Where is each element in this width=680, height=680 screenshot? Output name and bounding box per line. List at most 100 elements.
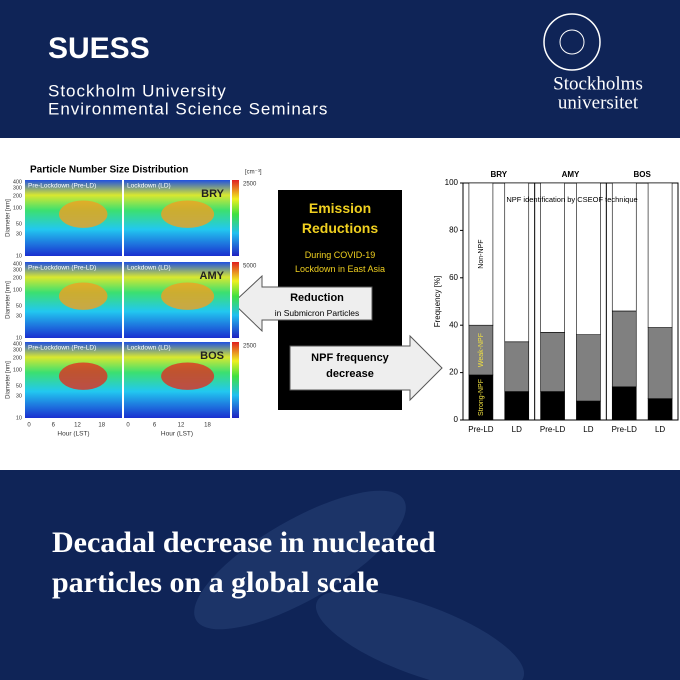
diameter-tick: 400 [13, 179, 22, 185]
center-title: Emission Reductions [301, 200, 379, 236]
diameter-tick: 50 [16, 303, 22, 309]
colorbar [232, 262, 239, 338]
title: SUESS [48, 32, 150, 65]
hour-tick: 6 [153, 423, 157, 429]
annotation: NPF identification by CSEOF technique [506, 195, 637, 204]
group-label: AMY [562, 170, 580, 179]
hour-tick: 6 [52, 423, 56, 429]
panel-label: Pre-Lockdown (Pre-LD) [28, 345, 96, 352]
y-tick-label: 20 [449, 368, 458, 377]
heatmap-blob [161, 282, 215, 310]
panel-label: Lockdown (LD) [127, 345, 171, 352]
bar-segment [647, 398, 673, 421]
diameter-tick: 200 [13, 355, 22, 361]
diameter-tick: 10 [16, 415, 22, 421]
left-arrow-subtitle: in Submicron Particles [274, 308, 360, 318]
bar-segment [540, 332, 565, 392]
diameter-tick: 50 [16, 221, 22, 227]
logo-text: Stockholms [553, 73, 643, 94]
group-label: BOS [633, 170, 651, 179]
right-arrow-text: NPF frequency decrease [311, 352, 389, 380]
diameter-label: Diameter [nm] [6, 199, 12, 237]
plot-frame [462, 182, 679, 421]
hour-tick: 12 [178, 423, 185, 429]
hour-tick: 0 [126, 423, 130, 429]
diameter-tick: 100 [13, 287, 22, 293]
site-label: BRY [201, 188, 224, 200]
heatmap-blob [58, 362, 108, 390]
diameter-tick: 300 [13, 347, 22, 353]
x-tick-label: Pre-LD [540, 425, 566, 434]
site-label: AMY [200, 270, 225, 282]
heatmap-blob [58, 200, 108, 228]
bar-segment [468, 182, 494, 326]
y-tick-label: 100 [445, 178, 459, 187]
y-axis-label: Frequency [%] [433, 276, 442, 328]
diameter-tick: 300 [13, 267, 22, 273]
right-arrow [289, 334, 443, 402]
panel-label: Lockdown (LD) [127, 183, 171, 190]
headline: Decadal decrease in nucleated [52, 526, 436, 559]
bar-segment [611, 386, 637, 421]
colorbar-label: 2500 [243, 182, 257, 188]
bar-segment [647, 182, 673, 328]
figure-title: Particle Number Size Distribution [30, 165, 188, 176]
bar-segment [504, 341, 530, 392]
left-arrow [232, 274, 373, 333]
bar-segment [540, 391, 565, 421]
leaf-decoration [194, 490, 406, 630]
x-tick-label: LD [583, 425, 593, 434]
hour-label: Hour (LST) [161, 431, 193, 438]
bar-segment [468, 324, 494, 376]
hour-label: Hour (LST) [57, 431, 89, 438]
bar-segment [468, 374, 494, 421]
bar-segment [504, 391, 530, 421]
legend-label: Strong-NPF [478, 379, 485, 416]
y-tick-label: 0 [454, 415, 459, 424]
leaf-decoration [315, 590, 525, 680]
diameter-tick: 200 [13, 275, 22, 281]
y-tick-label: 40 [449, 320, 458, 329]
diameter-label: Diameter [nm] [6, 361, 12, 399]
diameter-label: Diameter [nm] [6, 281, 12, 319]
panel-label: Pre-Lockdown (Pre-LD) [28, 265, 96, 272]
subtitle: Environmental Science Seminars [48, 99, 328, 118]
heatmap-blob [161, 362, 215, 390]
heatmap-blob [58, 282, 108, 310]
subtitle: Stockholm University [48, 81, 227, 100]
x-tick-label: Pre-LD [468, 425, 494, 434]
bar-segment [504, 182, 530, 343]
diameter-tick: 10 [16, 335, 22, 341]
group-label: BRY [491, 170, 508, 179]
headline: particles on a global scale [52, 566, 379, 599]
diameter-tick: 300 [13, 185, 22, 191]
diameter-tick: 30 [16, 231, 22, 237]
colorbar [232, 342, 239, 418]
x-tick-label: Pre-LD [612, 425, 638, 434]
bar-segment [576, 400, 601, 421]
bar-segment [576, 182, 601, 335]
diameter-tick: 400 [13, 261, 22, 267]
x-tick-label: LD [512, 425, 522, 434]
diameter-tick: 30 [16, 313, 22, 319]
hour-tick: 18 [98, 423, 105, 429]
bar-segment [611, 310, 637, 388]
diameter-tick: 200 [13, 193, 22, 199]
logo-text: universitet [558, 92, 639, 113]
diameter-tick: 100 [13, 367, 22, 373]
diameter-tick: 30 [16, 393, 22, 399]
colorbar-unit: [cm⁻³] [245, 170, 262, 176]
hour-tick: 12 [74, 423, 81, 429]
diameter-tick: 50 [16, 383, 22, 389]
colorbar [232, 180, 239, 256]
legend-label: Weak-NPF [478, 333, 485, 367]
diameter-tick: 10 [16, 253, 22, 259]
left-arrow-title: Reduction [290, 292, 344, 304]
bar-segment [647, 327, 673, 399]
logo-seal-inner [559, 29, 585, 55]
colorbar-label: 2500 [243, 344, 257, 350]
site-label: BOS [200, 350, 224, 362]
hour-tick: 0 [27, 423, 31, 429]
